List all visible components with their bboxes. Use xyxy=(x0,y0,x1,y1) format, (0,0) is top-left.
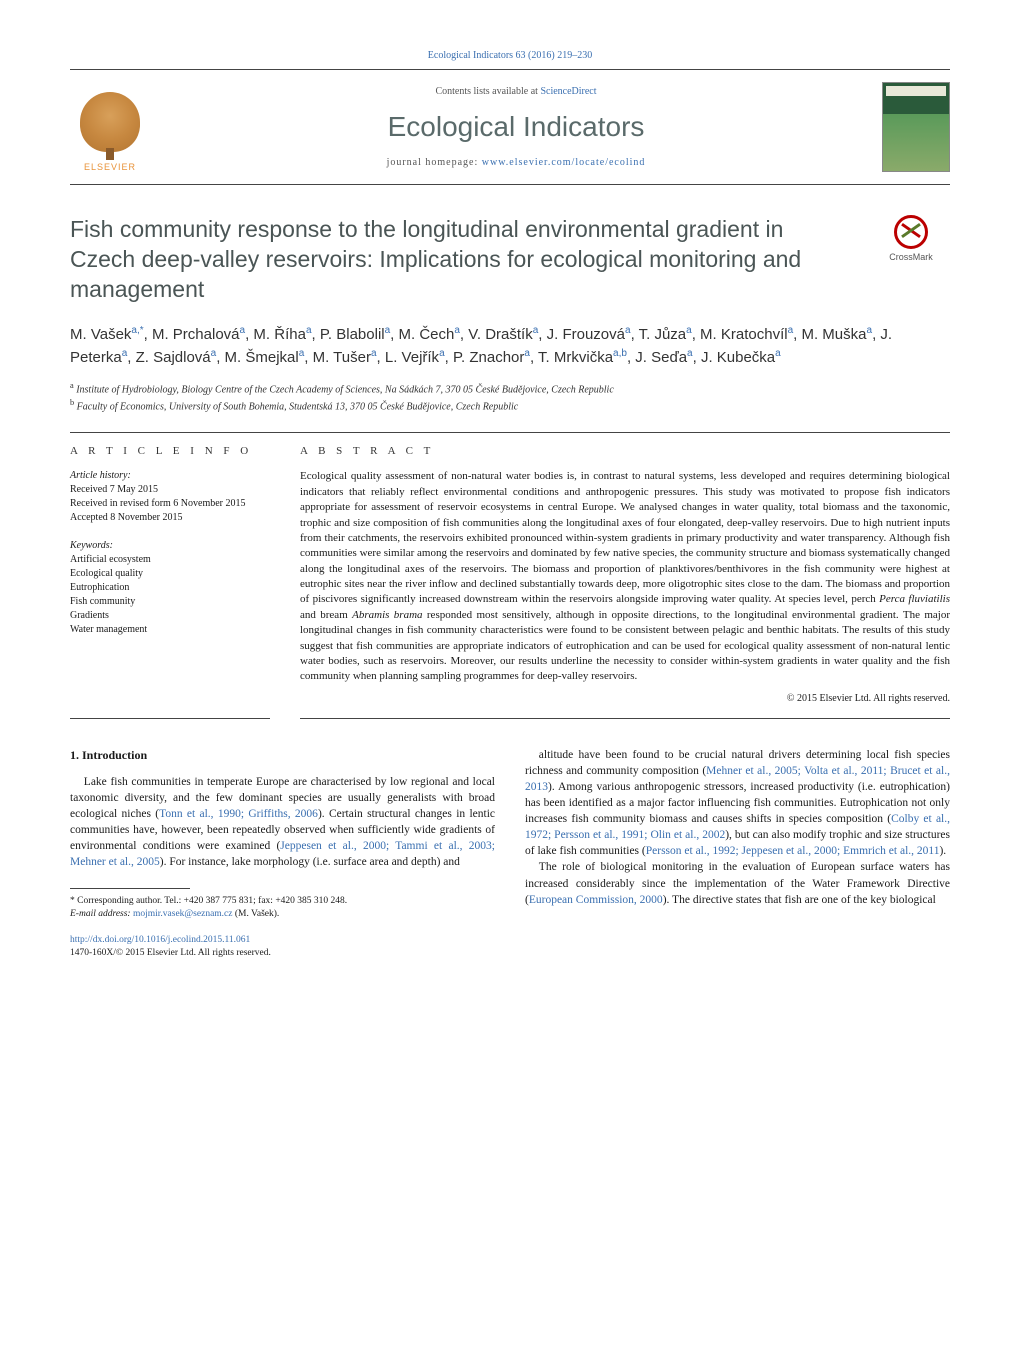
body-column-right: altitude have been found to be crucial n… xyxy=(525,747,950,961)
history-line: Received in revised form 6 November 2015 xyxy=(70,497,270,511)
crossmark-badge[interactable]: CrossMark xyxy=(872,215,950,262)
abstract-text: Ecological quality assessment of non-nat… xyxy=(300,469,950,684)
keyword: Fish community xyxy=(70,595,270,609)
keyword: Water management xyxy=(70,623,270,637)
keyword: Ecological quality xyxy=(70,567,270,581)
keyword: Eutrophication xyxy=(70,581,270,595)
keywords-label: Keywords: xyxy=(70,539,270,553)
email-line: E-mail address: mojmir.vasek@seznam.cz (… xyxy=(70,908,495,921)
body-text-left: Lake fish communities in temperate Europ… xyxy=(70,774,495,871)
crossmark-icon xyxy=(894,215,928,249)
email-label: E-mail address: xyxy=(70,909,133,919)
doi-block: http://dx.doi.org/10.1016/j.ecolind.2015… xyxy=(70,934,495,961)
history-line: Received 7 May 2015 xyxy=(70,483,270,497)
keywords-block: Keywords: Artificial ecosystem Ecologica… xyxy=(70,539,270,637)
history-line: Accepted 8 November 2015 xyxy=(70,511,270,525)
publisher-logo: ELSEVIER xyxy=(70,82,150,172)
doi-link[interactable]: http://dx.doi.org/10.1016/j.ecolind.2015… xyxy=(70,935,250,945)
masthead: ELSEVIER Contents lists available at Sci… xyxy=(70,69,950,185)
crossmark-label: CrossMark xyxy=(889,252,933,262)
email-link[interactable]: mojmir.vasek@seznam.cz xyxy=(133,909,233,919)
author-list: M. Vašeka,*, M. Prchalováa, M. Říhaa, P.… xyxy=(70,323,950,370)
abstract-heading: A B S T R A C T xyxy=(300,445,950,457)
contents-prefix: Contents lists available at xyxy=(435,86,540,97)
homepage-prefix: journal homepage: xyxy=(387,157,482,168)
top-citation: Ecological Indicators 63 (2016) 219–230 xyxy=(70,50,950,61)
contents-lists-line: Contents lists available at ScienceDirec… xyxy=(170,86,862,97)
body-columns: 1. Introduction Lake fish communities in… xyxy=(70,747,950,961)
homepage-link[interactable]: www.elsevier.com/locate/ecolind xyxy=(482,157,646,168)
footnote-separator xyxy=(70,888,190,889)
elsevier-tree-icon xyxy=(80,92,140,152)
homepage-line: journal homepage: www.elsevier.com/locat… xyxy=(170,157,862,168)
corresponding-author: * Corresponding author. Tel.: +420 387 7… xyxy=(70,895,495,922)
article-history-block: Article history: Received 7 May 2015 Rec… xyxy=(70,469,270,525)
journal-cover-thumbnail xyxy=(882,82,950,172)
issn-copyright: 1470-160X/© 2015 Elsevier Ltd. All right… xyxy=(70,948,271,958)
journal-name: Ecological Indicators xyxy=(170,111,862,143)
history-label: Article history: xyxy=(70,469,270,483)
section-heading: 1. Introduction xyxy=(70,747,495,764)
body-column-left: 1. Introduction Lake fish communities in… xyxy=(70,747,495,961)
keyword: Artificial ecosystem xyxy=(70,553,270,567)
publisher-name: ELSEVIER xyxy=(84,162,136,172)
abstract-copyright: © 2015 Elsevier Ltd. All rights reserved… xyxy=(300,693,950,704)
masthead-center: Contents lists available at ScienceDirec… xyxy=(150,86,882,168)
body-text-right: altitude have been found to be crucial n… xyxy=(525,747,950,908)
abstract-panel: A B S T R A C T Ecological quality asses… xyxy=(300,432,950,718)
article-info-panel: A R T I C L E I N F O Article history: R… xyxy=(70,432,270,718)
article-info-heading: A R T I C L E I N F O xyxy=(70,445,270,457)
sciencedirect-link[interactable]: ScienceDirect xyxy=(540,86,596,97)
article-title: Fish community response to the longitudi… xyxy=(70,215,852,305)
email-person: (M. Vašek). xyxy=(232,909,279,919)
keyword: Gradients xyxy=(70,609,270,623)
affiliations: a Institute of Hydrobiology, Biology Cen… xyxy=(70,380,950,415)
corresponding-line: * Corresponding author. Tel.: +420 387 7… xyxy=(70,895,495,908)
